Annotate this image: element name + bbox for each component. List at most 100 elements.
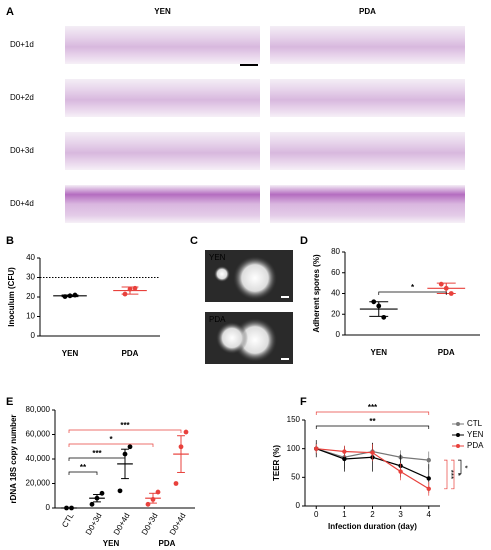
y-axis-label: TEER (%) (272, 445, 281, 481)
y-tick-label: 40 (331, 289, 340, 298)
panel-label: F (300, 396, 307, 408)
y-tick-label: 0 (336, 330, 341, 339)
histology-image (270, 132, 465, 170)
significance-label: *** (368, 403, 378, 412)
x-tick-label: PDA (438, 348, 455, 357)
data-point (371, 299, 377, 305)
column-label: PDA (359, 7, 376, 16)
significance-bracket (378, 291, 447, 295)
legend-marker (456, 433, 460, 437)
row-label: D0+4d (10, 199, 34, 208)
significance-bracket (451, 459, 455, 490)
data-point (94, 495, 100, 501)
data-point (64, 505, 69, 511)
y-tick-label: 0 (31, 331, 36, 340)
x-tick-label: PDA (122, 349, 139, 358)
row-label: D0+1d (10, 40, 34, 49)
data-point (122, 451, 128, 457)
scale-bar (281, 296, 289, 298)
y-axis-label: rDNA 18S copy number (9, 414, 18, 503)
data-point (117, 488, 123, 494)
y-tick-label: 50 (291, 472, 300, 481)
panel-label: E (6, 396, 13, 408)
histology-image (270, 79, 465, 117)
panel-label: C (190, 235, 198, 247)
data-point (89, 501, 95, 507)
data-point (173, 481, 179, 486)
panel-label: D (300, 235, 308, 247)
data-point (398, 469, 403, 474)
y-tick-label: 60,000 (26, 430, 51, 439)
significance-label: * (109, 435, 113, 444)
panel-label: B (6, 235, 14, 247)
data-point (99, 490, 105, 496)
significance-label: * (411, 283, 415, 292)
y-tick-label: 0 (296, 501, 301, 510)
panel-label: A (6, 6, 14, 18)
data-point (62, 294, 68, 300)
significance-label: * (453, 473, 462, 476)
significance-bracket (444, 459, 448, 490)
significance-bracket (68, 471, 98, 475)
data-point (145, 501, 151, 507)
y-axis-label: Adherent spores (%) (312, 254, 321, 333)
data-point (178, 444, 184, 450)
data-point (72, 292, 78, 298)
y-tick-label: 100 (287, 444, 301, 453)
data-point (127, 286, 133, 292)
image-label: PDA (209, 315, 226, 324)
row-label: D0+3d (10, 146, 34, 155)
histology-image (270, 185, 465, 223)
significance-bracket (458, 459, 462, 475)
x-tick-label: D0+4d (168, 512, 188, 537)
x-axis-label: Infection duration (day) (328, 522, 417, 531)
data-point (314, 446, 319, 451)
histology-image (65, 79, 260, 117)
y-tick-label: 20 (331, 309, 340, 318)
data-point (376, 303, 382, 309)
y-tick-label: 80,000 (26, 405, 51, 414)
x-tick-label: 3 (398, 510, 403, 519)
data-point (69, 505, 74, 511)
significance-label: ** (80, 463, 87, 472)
legend-label: YEN (467, 430, 484, 439)
y-tick-label: 40 (26, 253, 35, 262)
y-tick-label: 0 (46, 503, 51, 512)
significance-bracket (68, 457, 126, 461)
scale-bar (240, 64, 258, 66)
legend-marker (456, 444, 460, 448)
y-tick-label: 60 (331, 268, 340, 277)
data-point (67, 293, 73, 299)
data-point (183, 429, 189, 435)
colony (216, 322, 248, 354)
y-tick-label: 10 (26, 312, 35, 321)
x-tick-label: YEN (371, 348, 388, 357)
scale-bar (281, 358, 289, 360)
x-tick-label: D0+3d (140, 512, 160, 537)
x-tick-label: D0+3d (84, 512, 104, 537)
significance-bracket (315, 411, 430, 415)
row-label: D0+2d (10, 93, 34, 102)
legend-label: PDA (467, 441, 484, 450)
data-point (122, 291, 128, 297)
legend-marker (456, 422, 460, 426)
data-point (370, 450, 375, 455)
x-tick-label: CTL (60, 511, 76, 529)
data-point (132, 285, 138, 291)
histology-image (65, 132, 260, 170)
significance-bracket (68, 429, 182, 433)
data-point (342, 456, 347, 462)
data-point (426, 457, 431, 463)
y-tick-label: 20 (26, 292, 35, 301)
data-point (443, 285, 449, 291)
x-tick-label: 4 (427, 510, 432, 519)
legend-label: CTL (467, 419, 483, 428)
colony (214, 266, 230, 282)
significance-bracket (68, 443, 154, 447)
significance-label: ** (369, 417, 376, 426)
group-label: PDA (159, 539, 176, 548)
data-point (448, 291, 454, 296)
y-axis-label: Inoculum (CFU) (7, 267, 16, 327)
group-label: YEN (103, 539, 120, 548)
